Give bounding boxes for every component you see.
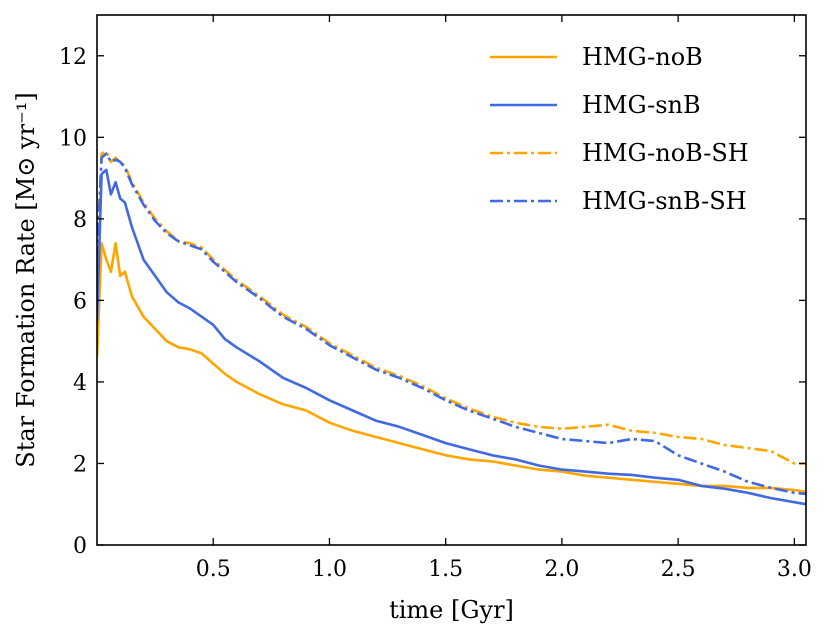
y-tick-label: 6 — [73, 289, 87, 314]
x-tick-label: 2.5 — [661, 557, 696, 582]
series-layer — [97, 150, 806, 506]
x-tick-label: 1.0 — [312, 557, 347, 582]
x-tick-label: 0.5 — [196, 557, 231, 582]
y-tick-label: 4 — [73, 371, 87, 396]
x-tick-label: 1.5 — [428, 557, 463, 582]
y-tick-label: 8 — [73, 208, 87, 233]
ticks-layer: 0.5 1.0 1.5 2.0 2.5 3.0 0 2 4 6 8 10 12 — [59, 15, 812, 582]
series-line-hmg-nob — [97, 242, 806, 494]
x-tick-label: 3.0 — [777, 557, 812, 582]
legend-label: HMG-noB-SH — [582, 139, 749, 167]
plot-frame — [96, 14, 807, 546]
series-line-hmg-snb — [97, 168, 806, 506]
x-tick-label: 2.0 — [544, 557, 579, 582]
y-axis-label: Star Formation Rate [M⊙ yr⁻¹] — [12, 92, 40, 467]
x-axis-label: time [Gyr] — [389, 596, 514, 624]
legend: HMG-noB HMG-snB HMG-noB-SH HMG-snB-SH — [490, 43, 749, 215]
y-tick-label: 2 — [73, 452, 87, 477]
y-tick-label: 10 — [59, 126, 87, 151]
y-tick-label: 0 — [73, 534, 87, 559]
legend-label: HMG-snB-SH — [582, 187, 747, 215]
legend-label: HMG-snB — [582, 91, 701, 119]
y-tick-label: 12 — [59, 45, 87, 70]
series-line-hmg-snb-sh — [97, 152, 806, 496]
legend-label: HMG-noB — [582, 43, 703, 71]
